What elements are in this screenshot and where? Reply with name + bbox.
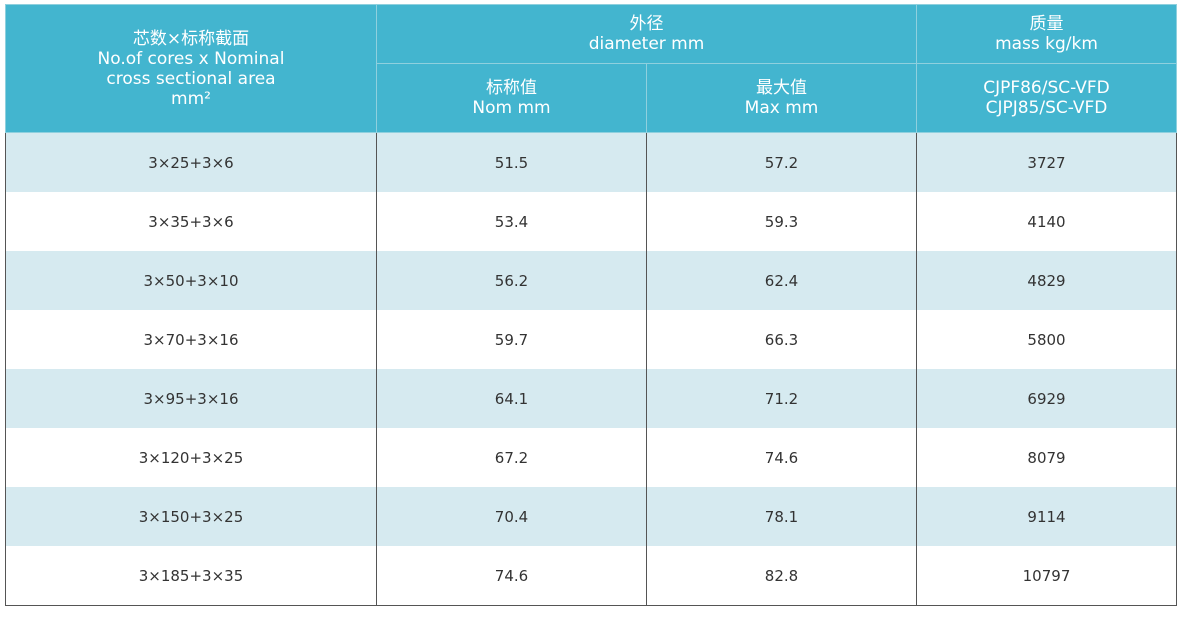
cell-nominal: 70.4 (376, 487, 647, 546)
cell-mass: 3727 (916, 132, 1177, 192)
table-row: 3×95+3×16 64.1 71.2 6929 (5, 369, 1177, 428)
header-model-1: CJPF86/SC-VFD (983, 78, 1110, 98)
table-row: 3×50+3×10 56.2 62.4 4829 (5, 251, 1177, 310)
cell-nominal: 67.2 (376, 428, 647, 487)
header-maximum-en: Max mm (744, 98, 819, 118)
cell-cores: 3×185+3×35 (5, 546, 377, 606)
cell-maximum: 66.3 (646, 310, 917, 369)
header-mass-cn: 质量 (1029, 14, 1064, 34)
header-diameter-en: diameter mm (588, 34, 705, 54)
cell-nominal: 51.5 (376, 132, 647, 192)
cell-mass: 4829 (916, 251, 1177, 310)
header-maximum: 最大值 Max mm (646, 63, 917, 133)
cell-cores: 3×70+3×16 (5, 310, 377, 369)
header-cores-cn: 芯数×标称截面 (132, 28, 250, 49)
cell-cores: 3×120+3×25 (5, 428, 377, 487)
table-row: 3×25+3×6 51.5 57.2 3727 (5, 132, 1177, 192)
cell-mass: 6929 (916, 369, 1177, 428)
cell-maximum: 59.3 (646, 192, 917, 251)
table-row: 3×70+3×16 59.7 66.3 5800 (5, 310, 1177, 369)
header-nominal-en: Nom mm (472, 98, 551, 118)
header-mass-en: mass kg/km (995, 34, 1098, 54)
cell-maximum: 71.2 (646, 369, 917, 428)
cable-spec-table: 芯数×标称截面 No.of cores x Nominal cross sect… (5, 4, 1177, 606)
header-cores-unit: mm² (171, 88, 211, 109)
header-mass-group: 质量 mass kg/km (916, 4, 1177, 64)
cell-nominal: 56.2 (376, 251, 647, 310)
cell-nominal: 53.4 (376, 192, 647, 251)
cell-mass: 8079 (916, 428, 1177, 487)
header-cores-en-2: cross sectional area (106, 68, 276, 89)
cell-nominal: 74.6 (376, 546, 647, 606)
cell-mass: 10797 (916, 546, 1177, 606)
header-cores-cross-section: 芯数×标称截面 No.of cores x Nominal cross sect… (5, 4, 377, 133)
cell-nominal: 64.1 (376, 369, 647, 428)
cell-cores: 3×25+3×6 (5, 132, 377, 192)
header-cores-en-1: No.of cores x Nominal (97, 48, 285, 69)
table-row: 3×150+3×25 70.4 78.1 9114 (5, 487, 1177, 546)
table-row: 3×185+3×35 74.6 82.8 10797 (5, 546, 1177, 606)
cell-mass: 9114 (916, 487, 1177, 546)
cell-maximum: 78.1 (646, 487, 917, 546)
cell-mass: 4140 (916, 192, 1177, 251)
cell-maximum: 74.6 (646, 428, 917, 487)
cell-cores: 3×95+3×16 (5, 369, 377, 428)
cell-cores: 3×35+3×6 (5, 192, 377, 251)
table-header: 芯数×标称截面 No.of cores x Nominal cross sect… (5, 4, 1177, 133)
cell-cores: 3×150+3×25 (5, 487, 377, 546)
cell-cores: 3×50+3×10 (5, 251, 377, 310)
header-model: CJPF86/SC-VFD CJPJ85/SC-VFD (916, 63, 1177, 133)
table-body: 3×25+3×6 51.5 57.2 3727 3×35+3×6 53.4 59… (5, 132, 1177, 606)
header-nominal-cn: 标称值 (486, 78, 537, 98)
cell-maximum: 62.4 (646, 251, 917, 310)
header-model-2: CJPJ85/SC-VFD (985, 98, 1108, 118)
header-diameter-group: 外径 diameter mm (376, 4, 917, 64)
table-row: 3×120+3×25 67.2 74.6 8079 (5, 428, 1177, 487)
header-nominal: 标称值 Nom mm (376, 63, 647, 133)
header-diameter-cn: 外径 (629, 14, 664, 34)
table-row: 3×35+3×6 53.4 59.3 4140 (5, 192, 1177, 251)
header-maximum-cn: 最大值 (756, 78, 807, 98)
cell-maximum: 82.8 (646, 546, 917, 606)
cell-mass: 5800 (916, 310, 1177, 369)
cell-maximum: 57.2 (646, 132, 917, 192)
cell-nominal: 59.7 (376, 310, 647, 369)
